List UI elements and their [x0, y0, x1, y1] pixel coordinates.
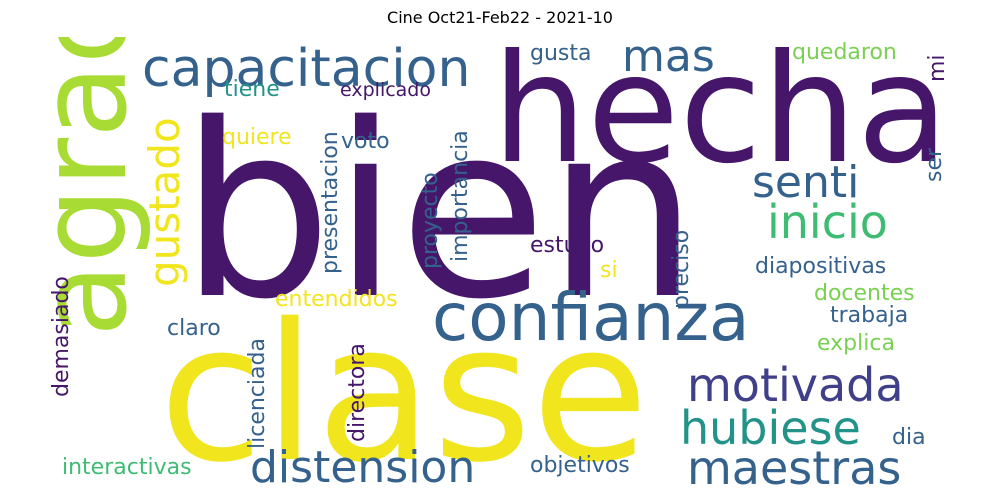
word-senti: senti [752, 157, 860, 208]
word-mi: mi [925, 54, 950, 82]
word-voto: voto [341, 129, 390, 154]
word-hubiese: hubiese [680, 401, 861, 455]
word-quedaron: quedaron [792, 40, 897, 65]
word-estuvo: estuvo [530, 233, 605, 258]
word-directora: directora [345, 343, 370, 442]
word-presentacion: presentacion [318, 131, 343, 274]
word-capacitacion: capacitacion [142, 39, 471, 99]
chart-title: Cine Oct21-Feb22 - 2021-10 [387, 8, 613, 27]
word-cloud: bien hecha clase confianza capacitacion … [47, 37, 953, 490]
word-hecha: hecha [492, 37, 949, 197]
word-importancia: importancia [448, 130, 473, 262]
word-confianza: confianza [432, 279, 750, 356]
word-explica: explica [817, 331, 895, 356]
word-trabaja: trabaja [830, 303, 909, 328]
word-si: si [600, 258, 618, 283]
word-explicado: explicado [340, 79, 431, 101]
word-bien: bien [180, 72, 699, 352]
word-ser: ser [922, 147, 947, 182]
word-mas: mas [622, 37, 715, 82]
word-interactivas: interactivas [62, 455, 192, 480]
word-preciso: preciso [669, 229, 694, 309]
word-gustado: gustado [140, 117, 189, 287]
word-distension: distension [250, 442, 476, 490]
word-quiere: quiere [222, 125, 292, 150]
word-proyecto: proyecto [418, 172, 443, 269]
word-gusta: gusta [530, 41, 592, 66]
word-entendidos: entendidos [275, 287, 398, 312]
word-diapositivas: diapositivas [755, 254, 887, 279]
word-demasiado: demasiado [49, 276, 74, 397]
word-maestras: maestras [687, 441, 902, 490]
word-licenciada: licenciada [245, 338, 270, 449]
word-dia: dia [892, 425, 926, 450]
word-inicio: inicio [767, 195, 888, 249]
word-claro: claro [167, 316, 221, 341]
word-tiene: tiene [224, 77, 280, 102]
word-objetivos: objetivos [530, 453, 630, 478]
word-clase: clase [159, 283, 649, 490]
word-motivada: motivada [687, 358, 904, 412]
word-docentes: docentes [814, 281, 915, 306]
